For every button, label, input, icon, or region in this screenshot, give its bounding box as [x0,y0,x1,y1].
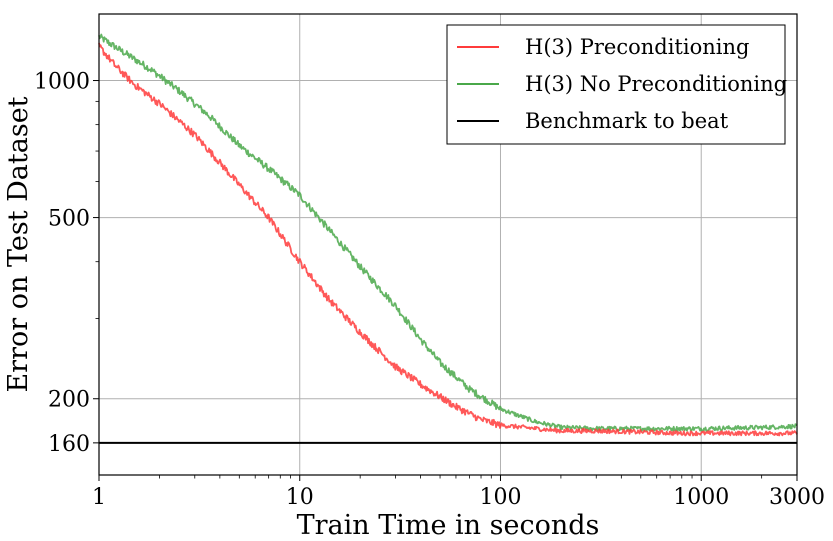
legend-entry: H(3) No Preconditioning [525,72,787,96]
series-line-no-preconditioning [98,33,798,432]
y-tick-label: 1000 [34,70,90,95]
series-line-preconditioning [98,42,798,437]
x-tick-label: 1000 [673,485,729,510]
tick-marks [93,80,798,481]
plot-frame [98,13,798,476]
x-tick-labels: 1 10 100 1000 3000 [92,485,825,510]
y-tick-label: 500 [48,207,90,232]
y-tick-label: 160 [48,432,90,457]
x-tick-label: 1 [92,485,106,510]
legend-entry: H(3) Preconditioning [525,35,749,59]
series-layer [98,33,798,444]
x-tick-label: 100 [479,485,521,510]
legend: H(3) Preconditioning H(3) No Precondition… [446,24,787,145]
y-axis-label: Error on Test Dataset [3,96,34,392]
legend-box [446,24,786,145]
y-tick-label: 200 [48,388,90,413]
legend-entry: Benchmark to beat [525,109,729,133]
y-tick-labels: 160 200 500 1000 [34,70,90,457]
x-tick-label: 10 [286,485,314,510]
x-tick-label: 3000 [769,485,825,510]
x-axis-label: Train Time in seconds [297,510,600,541]
